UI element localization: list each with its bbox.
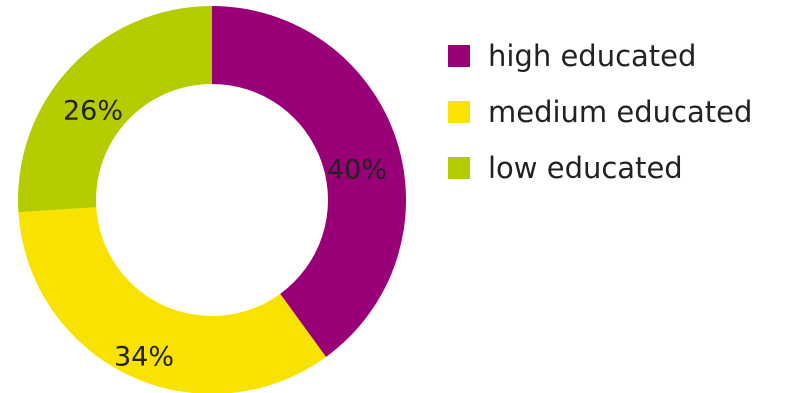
legend: high educated medium educated low educat…: [448, 28, 752, 196]
slice-medium-educated: [18, 207, 327, 393]
legend-label-medium-educated: medium educated: [488, 95, 753, 129]
legend-item-medium-educated: medium educated: [448, 84, 752, 140]
donut-plot: 40% 34% 26%: [17, 6, 406, 393]
slice-low-educated: [17, 6, 212, 213]
slices-group: [17, 6, 406, 393]
slice-label-medium-educated: 34%: [114, 342, 174, 373]
slice-label-low-educated: 26%: [63, 96, 123, 127]
legend-item-high-educated: high educated: [448, 28, 752, 84]
legend-swatch-low-educated: [448, 157, 470, 179]
legend-swatch-high-educated: [448, 45, 470, 67]
legend-label-high-educated: high educated: [488, 39, 697, 73]
legend-item-low-educated: low educated: [448, 140, 752, 196]
legend-label-low-educated: low educated: [488, 151, 683, 185]
slice-high-educated: [212, 6, 406, 357]
legend-swatch-medium-educated: [448, 101, 470, 123]
slice-labels-group: 40% 34% 26%: [63, 96, 387, 373]
slice-label-high-educated: 40%: [327, 155, 387, 186]
